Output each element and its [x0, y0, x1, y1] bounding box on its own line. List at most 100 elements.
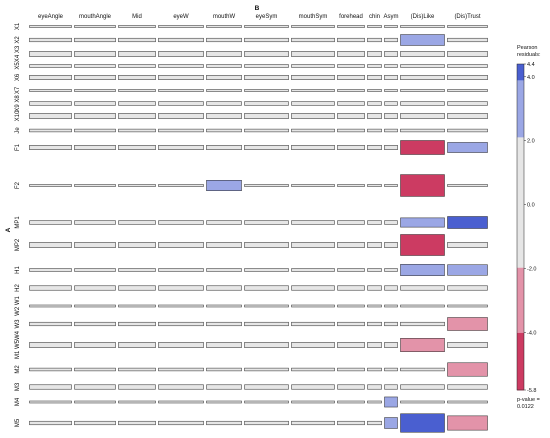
tile-x7-chin [367, 89, 382, 92]
tile-m1-w5w4-asym [384, 342, 398, 348]
row-label-x6: X6 [15, 73, 21, 81]
tile-x10-mouthangle [74, 113, 116, 119]
legend-swatch [517, 145, 524, 155]
tile-m1-w5w4-dis-trust [447, 342, 488, 348]
tile-x2-eyeangle [29, 37, 72, 43]
tile-je-asym [384, 128, 398, 133]
legend-tick-label: -4.0 [527, 330, 536, 336]
tile-m2-chin [367, 367, 382, 372]
tile-w2-w1-dis-trust [447, 304, 488, 308]
tile-f2-dis-like [400, 174, 445, 197]
legend-swatch [517, 275, 524, 285]
tile-m5-eyeangle [29, 420, 72, 426]
tile-w2-w1-dis-like [400, 304, 445, 308]
legend-swatch [517, 227, 524, 236]
tile-f1-chin [367, 145, 382, 150]
legend-swatch [517, 80, 524, 89]
tile-x9-x8-mouthw [206, 101, 242, 106]
tile-h2-chin [367, 285, 382, 291]
tile-f2-chin [367, 184, 382, 187]
tile-x1-eyeangle [29, 25, 72, 28]
tile-mp1-forehead [337, 220, 365, 225]
legend-swatch [517, 341, 524, 350]
tile-x10-chin [367, 113, 382, 119]
tile-mp2-mouthangle [74, 242, 116, 248]
tile-m1-w5w4-chin [367, 342, 382, 348]
legend-tick-label: 4.0 [527, 75, 535, 81]
tile-w3-eyew [158, 321, 204, 327]
column-label-forehead: forehead [339, 14, 363, 20]
tile-x6-mid [118, 75, 156, 80]
legend-color-bar [516, 63, 525, 391]
tile-h1-eyew [158, 268, 204, 272]
tile-f1-dis-trust [447, 142, 488, 153]
tile-x1-dis-like [400, 25, 445, 28]
tile-x6-eyeangle [29, 75, 72, 80]
tile-w2-w1-chin [367, 304, 382, 308]
tile-x1-dis-trust [447, 25, 488, 28]
tile-m4-dis-like [400, 400, 445, 404]
tile-m2-mid [118, 367, 156, 372]
tile-x1-mouthangle [74, 25, 116, 28]
tile-m3-dis-trust [447, 384, 488, 390]
tile-x7-forehead [337, 89, 365, 92]
tile-m1-w5w4-mid [118, 342, 156, 348]
tile-h2-dis-like [400, 285, 445, 291]
tile-x10-mid [118, 113, 156, 119]
tile-w3-eyesym [244, 321, 289, 327]
tile-w2-w1-eyesym [244, 304, 289, 308]
tile-m2-mouthsym [291, 367, 335, 372]
legend-swatch [517, 316, 524, 326]
tile-mp2-eyeangle [29, 242, 72, 248]
tile-je-chin [367, 128, 382, 133]
tile-x1-eyesym [244, 25, 289, 28]
tile-m4-eyeangle [29, 400, 72, 404]
legend-swatch [517, 218, 524, 228]
tile-m3-mouthsym [291, 384, 335, 390]
row-label-h1: H1 [15, 266, 21, 274]
y-variable-label: A [5, 227, 12, 232]
tile-f2-forehead [337, 184, 365, 187]
tile-x10-mouthsym [291, 113, 335, 119]
tile-mp2-eyesym [244, 242, 289, 248]
tile-m3-mid [118, 384, 156, 390]
tile-h2-eyew [158, 285, 204, 291]
tile-x4-x3-dis-like [400, 51, 445, 57]
tile-mp1-asym [384, 220, 398, 225]
tile-x1-chin [367, 25, 382, 28]
tile-x6-eyesym [244, 75, 289, 80]
column-label-chin: chin [369, 14, 380, 20]
tile-je-mid [118, 128, 156, 133]
column-label-mouthangle: mouthAngle [79, 14, 112, 20]
legend-swatch [517, 104, 524, 114]
tile-mp2-forehead [337, 242, 365, 248]
column-label-eyew: eyeW [173, 14, 189, 20]
tile-x4-x3-chin [367, 51, 382, 57]
tile-f1-eyeangle [29, 145, 72, 150]
legend-tick-label: -5.8 [527, 388, 536, 394]
tile-m5-eyesym [244, 420, 289, 426]
row-label-m3: M3 [15, 382, 21, 391]
row-label-f1: F1 [15, 143, 21, 151]
tile-w3-mid [118, 321, 156, 327]
tile-h2-mouthsym [291, 285, 335, 291]
row-label-w2-w1: W2 W1 [15, 296, 21, 316]
tile-x10-asym [384, 113, 398, 119]
legend-swatch [517, 129, 524, 138]
column-label-mid: Mid [132, 14, 142, 20]
tile-mp1-mid [118, 220, 156, 225]
tile-x1-eyew [158, 25, 204, 28]
tile-h1-mid [118, 268, 156, 272]
tile-mp2-chin [367, 242, 382, 248]
tile-m2-eyesym [244, 367, 289, 372]
tile-x10-dis-trust [447, 113, 488, 119]
tile-x4-x3-eyeangle [29, 51, 72, 57]
tile-mp1-mouthsym [291, 220, 335, 225]
tile-m2-mouthangle [74, 367, 116, 372]
legend-title-line-1: Pearson [517, 45, 538, 51]
tile-f1-mouthangle [74, 145, 116, 150]
legend-swatch [517, 202, 524, 212]
tile-x2-forehead [337, 37, 365, 43]
tile-x9-x8-forehead [337, 101, 365, 106]
